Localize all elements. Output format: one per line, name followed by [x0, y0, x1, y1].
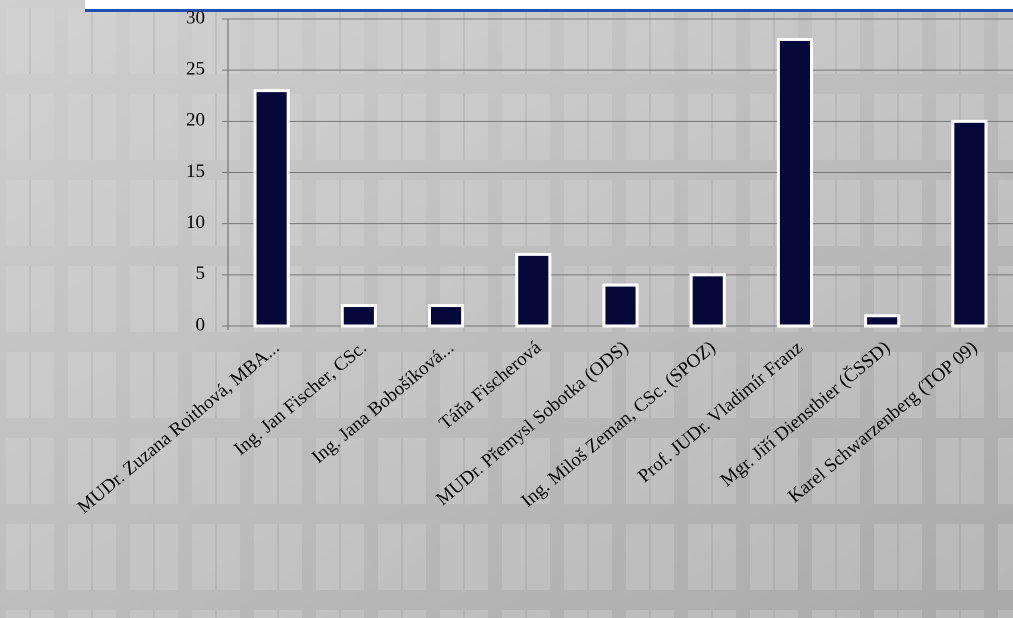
y-tick-label: 25	[186, 59, 205, 80]
bar	[602, 283, 639, 328]
y-tick-label: 0	[196, 314, 206, 335]
y-tick-label: 20	[186, 110, 205, 131]
y-tick-label: 10	[186, 212, 205, 233]
y-tick-label: 30	[186, 7, 205, 28]
bar	[427, 304, 465, 328]
bar	[340, 304, 377, 328]
bar	[864, 314, 901, 328]
bar	[776, 37, 814, 328]
header-border	[85, 9, 1013, 12]
y-tick-label: 15	[186, 161, 205, 182]
bar	[689, 273, 726, 328]
y-tick-label: 5	[196, 263, 206, 284]
bar	[253, 89, 290, 328]
bar	[951, 119, 988, 328]
header-strip	[85, 0, 1013, 9]
bar	[515, 252, 552, 328]
